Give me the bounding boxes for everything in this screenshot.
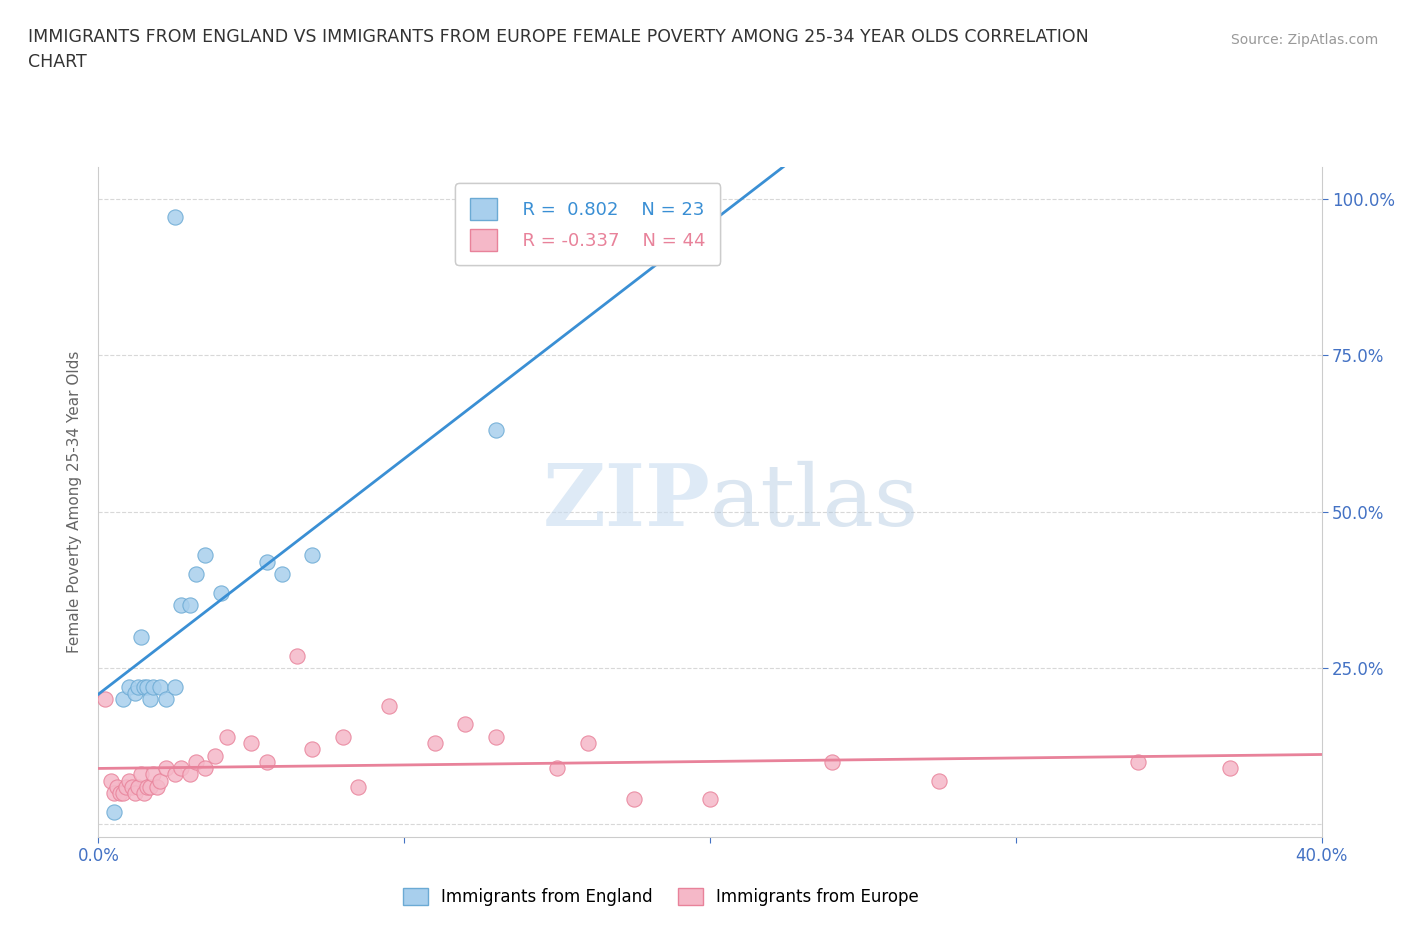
Point (127, 680, 149, 695)
Point (332, 729, 354, 744)
Point (111, 692, 134, 707)
Point (301, 548, 323, 563)
Point (194, 548, 217, 563)
Point (129, 630, 152, 644)
Point (103, 786, 125, 801)
Point (576, 736, 599, 751)
Point (378, 698, 401, 713)
Point (121, 779, 143, 794)
Point (240, 736, 263, 751)
Point (155, 761, 177, 776)
Point (170, 761, 193, 776)
Point (1128, 754, 1150, 769)
Point (129, 767, 152, 782)
Point (118, 680, 141, 695)
Point (256, 554, 278, 569)
Point (179, 598, 201, 613)
Point (145, 779, 167, 794)
Point (485, 423, 508, 438)
Point (127, 779, 149, 794)
Point (423, 736, 446, 751)
Point (256, 754, 278, 769)
Point (699, 792, 721, 807)
Point (623, 792, 645, 807)
Legend:   R =  0.802    N = 23,   R = -0.337    N = 44: R = 0.802 N = 23, R = -0.337 N = 44 (456, 183, 720, 265)
Point (1219, 761, 1241, 776)
Point (204, 749, 226, 764)
Point (136, 680, 159, 695)
Point (142, 767, 165, 782)
Point (821, 754, 844, 769)
Point (149, 773, 172, 788)
Point (118, 773, 141, 788)
Point (209, 586, 232, 601)
Point (163, 767, 186, 782)
Point (485, 729, 508, 744)
Point (155, 692, 177, 707)
Point (139, 779, 162, 794)
Point (285, 648, 308, 663)
Point (270, 566, 292, 581)
Point (134, 680, 156, 695)
Point (124, 685, 146, 700)
Point (215, 729, 238, 744)
Point (546, 761, 568, 776)
Point (149, 680, 172, 695)
Y-axis label: Female Poverty Among 25-34 Year Olds: Female Poverty Among 25-34 Year Olds (67, 351, 83, 654)
Point (134, 786, 156, 801)
Point (93, 692, 115, 707)
Legend: Immigrants from England, Immigrants from Europe: Immigrants from England, Immigrants from… (396, 881, 925, 912)
Point (142, 680, 165, 695)
Text: IMMIGRANTS FROM ENGLAND VS IMMIGRANTS FROM EUROPE FEMALE POVERTY AMONG 25-34 YEA: IMMIGRANTS FROM ENGLAND VS IMMIGRANTS FR… (28, 28, 1088, 71)
Point (179, 767, 201, 782)
Point (928, 773, 950, 788)
Point (454, 717, 477, 732)
Point (163, 210, 186, 225)
Point (139, 692, 162, 707)
Point (186, 566, 208, 581)
Text: ZIP: ZIP (543, 460, 710, 544)
Point (105, 779, 128, 794)
Text: Source: ZipAtlas.com: Source: ZipAtlas.com (1230, 33, 1378, 46)
Point (108, 786, 131, 801)
Point (301, 742, 323, 757)
Point (103, 804, 125, 819)
Text: atlas: atlas (710, 460, 920, 544)
Point (170, 598, 193, 613)
Point (136, 779, 159, 794)
Point (347, 779, 370, 794)
Point (100, 773, 122, 788)
Point (163, 680, 186, 695)
Point (186, 754, 208, 769)
Point (194, 761, 217, 776)
Point (115, 779, 138, 794)
Point (124, 786, 146, 801)
Point (111, 786, 134, 801)
